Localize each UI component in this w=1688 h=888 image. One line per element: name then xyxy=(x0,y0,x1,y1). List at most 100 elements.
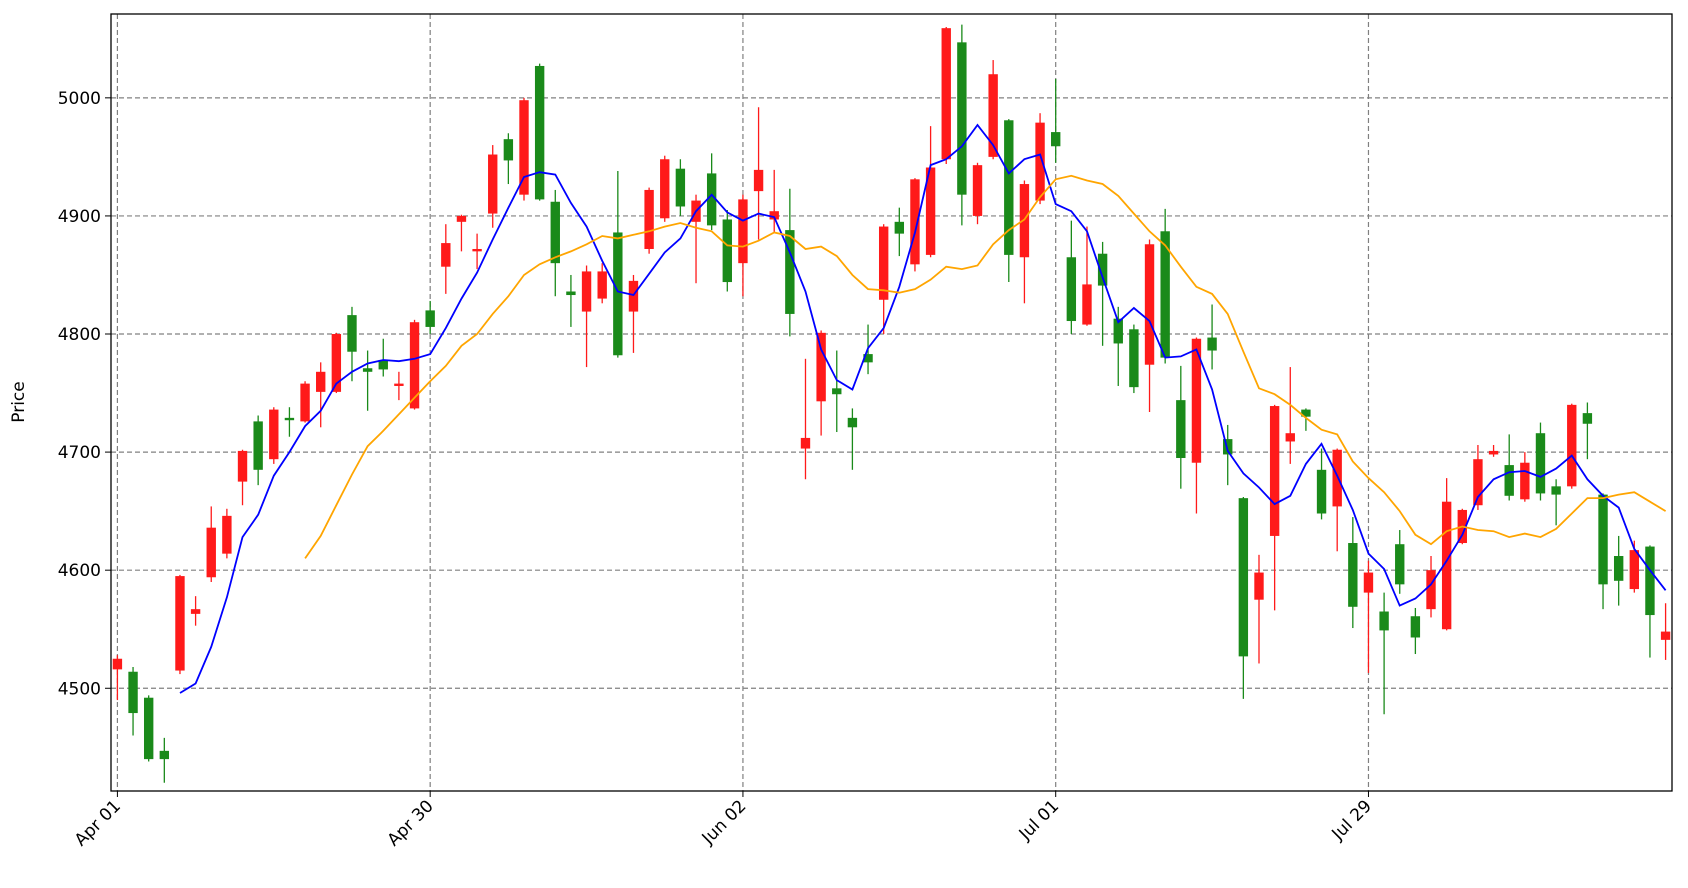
candle-body xyxy=(1645,546,1655,616)
candle-body xyxy=(1473,459,1483,506)
moving-average-line xyxy=(179,123,1667,694)
candle-body xyxy=(1051,132,1061,147)
candle-body xyxy=(550,201,560,264)
candle-body xyxy=(941,28,951,160)
candle-body xyxy=(800,437,811,449)
candle-body xyxy=(190,609,201,614)
y-tick-label: 4800 xyxy=(58,325,101,345)
candle-body xyxy=(1113,318,1123,344)
candle-body xyxy=(1332,449,1342,507)
candle-body xyxy=(1269,406,1280,536)
candle-body xyxy=(1348,543,1358,607)
candle-body xyxy=(503,139,514,161)
candle-body xyxy=(1598,494,1608,585)
candle-body xyxy=(409,322,420,409)
x-tick-label: Jul 01 xyxy=(1015,796,1063,844)
candle-body xyxy=(472,248,482,252)
candle-body xyxy=(675,168,686,207)
candle-body xyxy=(1144,244,1155,365)
plot-frame xyxy=(110,13,1673,792)
candle-body xyxy=(847,417,858,428)
candle-body xyxy=(1035,122,1045,201)
candle-body xyxy=(1363,572,1374,593)
candle-body xyxy=(1410,616,1421,638)
candle-body xyxy=(628,280,639,312)
candle-body xyxy=(143,697,154,760)
candle-body xyxy=(1316,469,1327,514)
candle-body xyxy=(316,371,326,392)
candle-body xyxy=(597,271,607,299)
candle-body xyxy=(566,291,576,296)
candle-body xyxy=(988,74,998,157)
y-tick-label: 5000 xyxy=(58,89,101,109)
y-tick-label: 4600 xyxy=(58,561,101,581)
candle-body xyxy=(1238,498,1249,657)
candle-body xyxy=(894,221,905,234)
candle-body xyxy=(456,215,467,222)
candle-body xyxy=(1535,433,1546,494)
candle-body xyxy=(128,671,138,714)
candle-body xyxy=(1082,284,1092,325)
candle-body xyxy=(613,232,623,356)
candle-body xyxy=(1379,611,1389,631)
candle-body xyxy=(112,658,123,670)
candle-body xyxy=(1441,501,1452,630)
candle-body xyxy=(237,450,248,482)
x-tick-label: Apr 01 xyxy=(71,796,125,850)
candle-body xyxy=(1004,120,1014,255)
candle-body xyxy=(1160,231,1170,358)
candle-body xyxy=(1582,413,1593,424)
candle-body xyxy=(1488,450,1499,455)
candle-body xyxy=(706,173,717,226)
candle-body xyxy=(159,750,170,760)
candle-body xyxy=(863,354,873,363)
y-tick-label: 4500 xyxy=(58,679,101,699)
candle-body xyxy=(722,219,732,283)
candle-body xyxy=(1660,631,1671,640)
candle-body xyxy=(488,154,498,214)
candle-body xyxy=(1567,404,1577,487)
candle-body xyxy=(910,179,920,265)
candle-body xyxy=(644,189,654,249)
candle-body xyxy=(1066,257,1077,322)
candle-body xyxy=(738,199,748,264)
candle-body xyxy=(660,159,670,219)
candle-body xyxy=(378,359,388,370)
candle-body xyxy=(1551,486,1561,495)
candle-body xyxy=(300,383,310,422)
candle-body xyxy=(519,100,529,195)
candle-body xyxy=(362,368,373,372)
candle-body xyxy=(269,409,279,460)
candle-body xyxy=(1301,409,1311,417)
candle-body xyxy=(972,165,983,216)
candle-body xyxy=(222,515,232,554)
candle-body xyxy=(1395,544,1405,585)
candle-body xyxy=(1223,439,1233,455)
x-tick-label: Jun 02 xyxy=(698,796,751,849)
candle-body xyxy=(753,169,764,192)
candle-body xyxy=(1520,462,1530,500)
candle-body xyxy=(253,421,263,470)
candle-body xyxy=(925,167,936,255)
candle-body xyxy=(769,211,779,220)
candle-body xyxy=(534,65,545,200)
candle-body xyxy=(1285,433,1295,442)
candle-body xyxy=(785,230,795,314)
candle-body xyxy=(331,334,342,392)
candle-body xyxy=(1504,465,1514,496)
candle-body xyxy=(1129,329,1139,388)
candle-body xyxy=(1019,184,1030,258)
moving-average-line xyxy=(304,174,1667,559)
candle-body xyxy=(425,310,435,327)
candle-body xyxy=(1097,253,1108,286)
x-tick-label: Jul 29 xyxy=(1328,796,1376,844)
candle-body xyxy=(878,226,889,300)
candle-body xyxy=(441,243,451,267)
candle-body xyxy=(1207,337,1217,351)
candle-body xyxy=(957,42,967,195)
candle-body xyxy=(347,315,357,352)
candle-body xyxy=(206,527,216,578)
candle-body xyxy=(1426,570,1436,610)
